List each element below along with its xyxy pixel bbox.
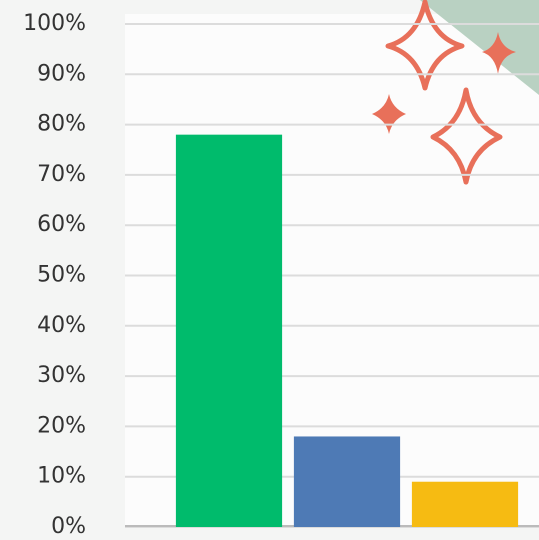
sparkles-filled — [372, 32, 516, 134]
y-tick-label: 50% — [37, 263, 86, 288]
sparkle — [430, 87, 503, 185]
y-tick-label: 30% — [37, 363, 86, 388]
y-tick-label: 60% — [37, 212, 86, 237]
bar — [175, 134, 283, 527]
y-tick-label: 70% — [37, 162, 86, 187]
y-tick-label: 40% — [37, 313, 86, 338]
sparkle — [372, 94, 406, 134]
y-tick-label: 80% — [37, 112, 86, 137]
bar — [293, 436, 401, 527]
y-tick-label: 100% — [23, 11, 86, 36]
y-tick-label: 0% — [51, 514, 86, 539]
y-tick-label: 10% — [37, 464, 86, 489]
y-tick-label: 20% — [37, 413, 86, 438]
sparkles — [385, 0, 503, 185]
sparkle — [385, 0, 465, 91]
y-tick-label: 90% — [37, 61, 86, 86]
bar — [411, 481, 519, 527]
sparkle — [482, 32, 516, 74]
